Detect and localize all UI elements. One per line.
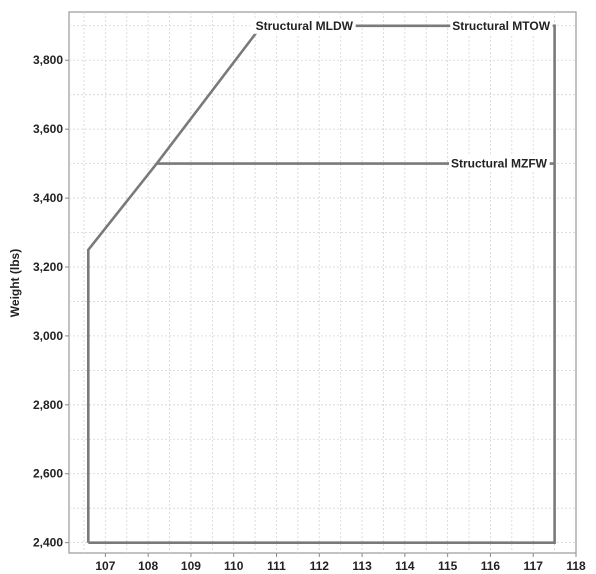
y-axis: 2,400 2,600 2,800 3,000 3,200 3,400 3,600 3,800: [33, 53, 69, 550]
y-axis-label: Weight (lbs): [8, 249, 22, 317]
y-tick-label: 3,600: [33, 122, 63, 136]
grid: [69, 12, 576, 553]
x-tick-label: 113: [352, 559, 372, 573]
annotations: Structural MLDW Structural MTOW Structural…: [253, 17, 553, 172]
y-tick-label: 3,000: [33, 329, 63, 343]
x-tick-label: 114: [395, 559, 415, 573]
y-tick-label: 3,800: [33, 53, 63, 67]
x-axis: 107 108 109 110 111 112 113 114 115 116 117 118: [95, 553, 586, 573]
x-tick-label: 112: [310, 559, 330, 573]
y-tick-label: 2,800: [33, 398, 63, 412]
y-tick-label: 2,600: [33, 467, 63, 481]
envelope-label-text: Structural MLDW: [256, 19, 354, 33]
envelope-label: Structural MTOW: [450, 17, 553, 34]
x-tick-label: 107: [95, 559, 115, 573]
label-background: [448, 155, 550, 172]
envelope-label-text: Structural MTOW: [452, 19, 550, 33]
x-tick-label: 111: [267, 559, 286, 573]
x-tick-label: 118: [566, 559, 586, 573]
label-background: [450, 17, 553, 34]
x-tick-label: 115: [438, 559, 458, 573]
envelope-label: Structural MZFW: [448, 155, 550, 172]
x-tick-label: 110: [224, 559, 244, 573]
y-tick-label: 2,400: [33, 536, 63, 550]
x-tick-label: 117: [524, 559, 544, 573]
envelope-label-text: Structural MZFW: [451, 157, 548, 171]
envelope-label: Structural MLDW: [253, 17, 356, 34]
x-tick-label: 108: [138, 559, 158, 573]
y-tick-label: 3,200: [33, 260, 63, 274]
x-tick-label: 109: [181, 559, 201, 573]
y-tick-label: 3,400: [33, 191, 63, 205]
x-tick-label: 116: [481, 559, 501, 573]
plot-frame: [68, 11, 577, 554]
label-background: [253, 17, 356, 34]
